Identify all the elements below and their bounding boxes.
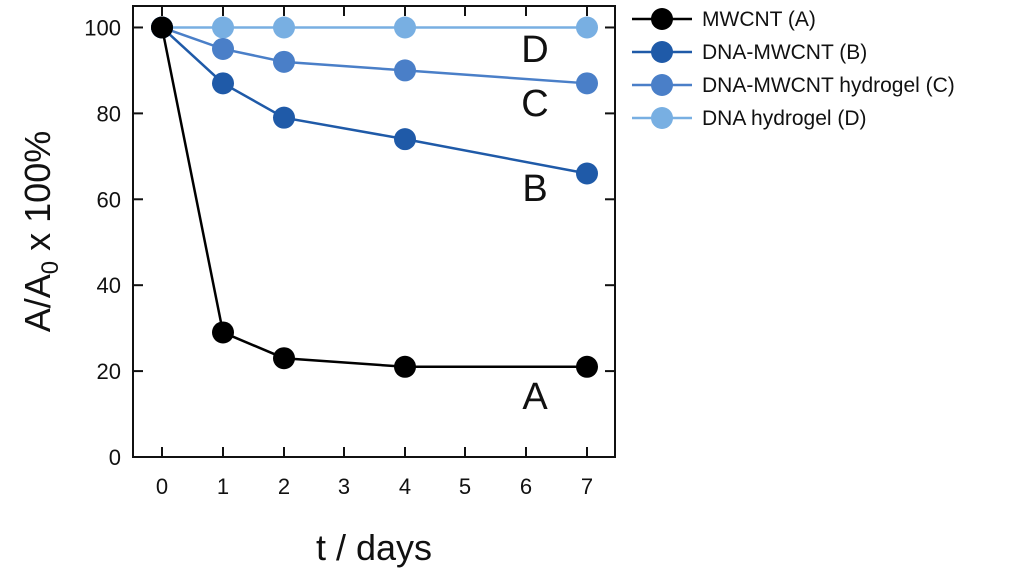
x-tick-label: 7 <box>581 474 593 499</box>
x-tick-label: 5 <box>459 474 471 499</box>
x-tick-label: 4 <box>399 474 411 499</box>
y-tick-label: 80 <box>97 101 121 126</box>
data-point-b <box>394 128 416 151</box>
legend-label-a: MWCNT (A) <box>702 8 816 31</box>
data-point-a <box>273 347 295 370</box>
x-tick-label: 6 <box>520 474 532 499</box>
y-tick-label: 40 <box>97 273 121 298</box>
y-tick-label: 100 <box>84 15 121 40</box>
legend-marker-c <box>651 74 673 96</box>
legend: MWCNT (A) DNA-MWCNT (B) DNA-MWCNT hydrogel… <box>632 8 955 130</box>
x-axis-title: t / days <box>316 527 432 568</box>
series-tag-d: D <box>521 29 548 71</box>
data-point-a <box>576 355 598 378</box>
legend-marker-d <box>651 107 673 129</box>
legend-label-c: DNA-MWCNT hydrogel (C) <box>702 74 955 97</box>
data-point-c <box>394 59 416 82</box>
data-point-b <box>576 162 598 185</box>
y-axis-title: A/A0 x 100% <box>17 131 64 332</box>
data-point-a <box>151 16 173 39</box>
legend-marker-b <box>651 41 673 63</box>
y-tick-label: 0 <box>109 445 121 470</box>
y-tick-label: 60 <box>97 187 121 212</box>
data-point-d <box>576 16 598 39</box>
data-point-a <box>212 321 234 344</box>
legend-marker-a <box>651 8 673 30</box>
x-tick-label: 2 <box>278 474 290 499</box>
series-tag-a: A <box>522 376 548 418</box>
data-point-d <box>212 16 234 39</box>
data-point-b <box>212 72 234 95</box>
plot-area: 0 20 40 60 80 100 0 1 2 3 4 5 6 7 t / days A/A0 x 100% D… <box>17 5 616 568</box>
data-point-c <box>576 72 598 95</box>
legend-label-d: DNA hydrogel (D) <box>702 107 867 130</box>
x-tick-label: 3 <box>338 474 350 499</box>
data-point-b <box>273 106 295 129</box>
series-tag-b: B <box>522 168 547 210</box>
data-point-a <box>394 355 416 378</box>
y-tick-label: 20 <box>97 359 121 384</box>
data-point-c <box>273 50 295 73</box>
x-tick-label: 1 <box>217 474 229 499</box>
x-tick-label: 0 <box>156 474 168 499</box>
data-point-d <box>394 16 416 39</box>
data-point-c <box>212 37 234 60</box>
plot-frame <box>132 5 616 458</box>
data-point-d <box>273 16 295 39</box>
legend-label-b: DNA-MWCNT (B) <box>702 41 867 64</box>
series-tag-c: C <box>521 83 548 125</box>
